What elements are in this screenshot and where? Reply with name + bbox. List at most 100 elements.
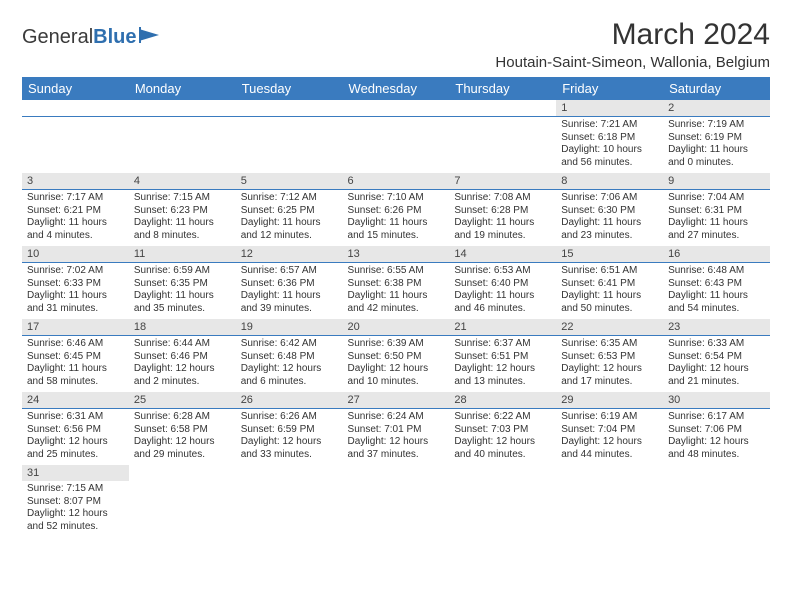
sunrise-text: Sunrise: 6:35 AM <box>561 338 658 351</box>
weekday-header: Saturday <box>663 77 770 100</box>
day-content: Sunrise: 7:21 AMSunset: 6:18 PMDaylight:… <box>556 117 663 173</box>
calendar-day-cell: 10Sunrise: 7:02 AMSunset: 6:33 PMDayligh… <box>22 246 129 319</box>
sunrise-text: Sunrise: 6:22 AM <box>454 411 551 424</box>
day-content: Sunrise: 6:51 AMSunset: 6:41 PMDaylight:… <box>556 263 663 319</box>
day-content: Sunrise: 6:48 AMSunset: 6:43 PMDaylight:… <box>663 263 770 319</box>
daylight-text: Daylight: 12 hours and 21 minutes. <box>668 363 765 388</box>
daylight-text: Daylight: 12 hours and 6 minutes. <box>241 363 338 388</box>
calendar-day-cell: 9 Sunrise: 7:04 AMSunset: 6:31 PMDaylight… <box>663 173 770 246</box>
sunset-text: Sunset: 7:06 PM <box>668 424 765 437</box>
calendar-day-cell: 8Sunrise: 7:06 AMSunset: 6:30 PMDaylight… <box>556 173 663 246</box>
sunset-text: Sunset: 7:01 PM <box>348 424 445 437</box>
sunrise-text: Sunrise: 6:33 AM <box>668 338 765 351</box>
sunrise-text: Sunrise: 7:04 AM <box>668 192 765 205</box>
daylight-text: Daylight: 11 hours and 0 minutes. <box>668 144 765 169</box>
calendar-day-cell: 30Sunrise: 6:17 AMSunset: 7:06 PMDayligh… <box>663 392 770 465</box>
day-content: Sunrise: 7:12 AMSunset: 6:25 PMDaylight:… <box>236 190 343 246</box>
calendar-day-cell <box>236 465 343 537</box>
day-content: Sunrise: 7:08 AMSunset: 6:28 PMDaylight:… <box>449 190 556 246</box>
day-number: 7 <box>449 173 556 190</box>
daylight-text: Daylight: 12 hours and 29 minutes. <box>134 436 231 461</box>
day-content: Sunrise: 6:31 AMSunset: 6:56 PMDaylight:… <box>22 409 129 465</box>
calendar-week-row: 24Sunrise: 6:31 AMSunset: 6:56 PMDayligh… <box>22 392 770 465</box>
daylight-text: Daylight: 11 hours and 46 minutes. <box>454 290 551 315</box>
day-number: 27 <box>343 392 450 409</box>
empty-day-strip <box>129 100 236 117</box>
sunset-text: Sunset: 6:53 PM <box>561 351 658 364</box>
daylight-text: Daylight: 11 hours and 19 minutes. <box>454 217 551 242</box>
calendar-day-cell: 26Sunrise: 6:26 AMSunset: 6:59 PMDayligh… <box>236 392 343 465</box>
empty-day-strip <box>22 100 129 117</box>
sunrise-text: Sunrise: 6:53 AM <box>454 265 551 278</box>
calendar-body: 1Sunrise: 7:21 AMSunset: 6:18 PMDaylight… <box>22 100 770 537</box>
day-number: 18 <box>129 319 236 336</box>
daylight-text: Daylight: 12 hours and 17 minutes. <box>561 363 658 388</box>
calendar-day-cell: 23Sunrise: 6:33 AMSunset: 6:54 PMDayligh… <box>663 319 770 392</box>
logo-text-1: General <box>22 26 93 49</box>
sunset-text: Sunset: 6:56 PM <box>27 424 124 437</box>
day-content: Sunrise: 7:19 AMSunset: 6:19 PMDaylight:… <box>663 117 770 173</box>
day-number: 17 <box>22 319 129 336</box>
day-content: Sunrise: 6:57 AMSunset: 6:36 PMDaylight:… <box>236 263 343 319</box>
sunrise-text: Sunrise: 6:24 AM <box>348 411 445 424</box>
weekday-header: Thursday <box>449 77 556 100</box>
day-content: Sunrise: 6:44 AMSunset: 6:46 PMDaylight:… <box>129 336 236 392</box>
day-content: Sunrise: 6:55 AMSunset: 6:38 PMDaylight:… <box>343 263 450 319</box>
calendar-day-cell: 4Sunrise: 7:15 AMSunset: 6:23 PMDaylight… <box>129 173 236 246</box>
daylight-text: Daylight: 11 hours and 15 minutes. <box>348 217 445 242</box>
weekday-header: Monday <box>129 77 236 100</box>
sunrise-text: Sunrise: 7:19 AM <box>668 119 765 132</box>
day-number: 10 <box>22 246 129 263</box>
day-content: Sunrise: 6:33 AMSunset: 6:54 PMDaylight:… <box>663 336 770 392</box>
sunset-text: Sunset: 6:23 PM <box>134 205 231 218</box>
sunset-text: Sunset: 6:33 PM <box>27 278 124 291</box>
day-number: 23 <box>663 319 770 336</box>
calendar-day-cell: 20Sunrise: 6:39 AMSunset: 6:50 PMDayligh… <box>343 319 450 392</box>
day-content: Sunrise: 6:22 AMSunset: 7:03 PMDaylight:… <box>449 409 556 465</box>
sunset-text: Sunset: 6:31 PM <box>668 205 765 218</box>
day-number: 24 <box>22 392 129 409</box>
sunrise-text: Sunrise: 6:57 AM <box>241 265 338 278</box>
sunset-text: Sunset: 7:04 PM <box>561 424 658 437</box>
sunset-text: Sunset: 6:21 PM <box>27 205 124 218</box>
calendar-week-row: 10Sunrise: 7:02 AMSunset: 6:33 PMDayligh… <box>22 246 770 319</box>
daylight-text: Daylight: 11 hours and 27 minutes. <box>668 217 765 242</box>
sunrise-text: Sunrise: 7:10 AM <box>348 192 445 205</box>
sunset-text: Sunset: 6:25 PM <box>241 205 338 218</box>
sunset-text: Sunset: 6:51 PM <box>454 351 551 364</box>
day-number: 11 <box>129 246 236 263</box>
day-content: Sunrise: 6:17 AMSunset: 7:06 PMDaylight:… <box>663 409 770 465</box>
day-number: 9 <box>663 173 770 190</box>
day-number: 3 <box>22 173 129 190</box>
title-block: March 2024 Houtain-Saint-Simeon, Walloni… <box>495 18 770 71</box>
sunset-text: Sunset: 6:26 PM <box>348 205 445 218</box>
calendar-day-cell: 17Sunrise: 6:46 AMSunset: 6:45 PMDayligh… <box>22 319 129 392</box>
weekday-header: Tuesday <box>236 77 343 100</box>
sunset-text: Sunset: 6:18 PM <box>561 132 658 145</box>
calendar-day-cell <box>236 100 343 173</box>
day-number: 12 <box>236 246 343 263</box>
sunrise-text: Sunrise: 7:06 AM <box>561 192 658 205</box>
sunrise-text: Sunrise: 6:51 AM <box>561 265 658 278</box>
calendar-day-cell <box>663 465 770 537</box>
empty-day-strip <box>449 100 556 117</box>
daylight-text: Daylight: 11 hours and 54 minutes. <box>668 290 765 315</box>
calendar-day-cell: 6Sunrise: 7:10 AMSunset: 6:26 PMDaylight… <box>343 173 450 246</box>
day-content: Sunrise: 6:37 AMSunset: 6:51 PMDaylight:… <box>449 336 556 392</box>
calendar-day-cell: 27 Sunrise: 6:24 AMSunset: 7:01 PMDayligh… <box>343 392 450 465</box>
calendar-day-cell <box>556 465 663 537</box>
day-content: Sunrise: 7:17 AMSunset: 6:21 PMDaylight:… <box>22 190 129 246</box>
day-number: 21 <box>449 319 556 336</box>
daylight-text: Daylight: 11 hours and 35 minutes. <box>134 290 231 315</box>
sunset-text: Sunset: 6:46 PM <box>134 351 231 364</box>
day-content: Sunrise: 7:15 AMSunset: 8:07 PMDaylight:… <box>22 481 129 537</box>
sunrise-text: Sunrise: 6:39 AM <box>348 338 445 351</box>
daylight-text: Daylight: 11 hours and 42 minutes. <box>348 290 445 315</box>
day-number: 31 <box>22 465 129 481</box>
calendar-day-cell: 12Sunrise: 6:57 AMSunset: 6:36 PMDayligh… <box>236 246 343 319</box>
daylight-text: Daylight: 11 hours and 12 minutes. <box>241 217 338 242</box>
sunset-text: Sunset: 8:07 PM <box>27 496 124 509</box>
daylight-text: Daylight: 12 hours and 37 minutes. <box>348 436 445 461</box>
location-subtitle: Houtain-Saint-Simeon, Wallonia, Belgium <box>495 54 770 71</box>
sunset-text: Sunset: 6:54 PM <box>668 351 765 364</box>
